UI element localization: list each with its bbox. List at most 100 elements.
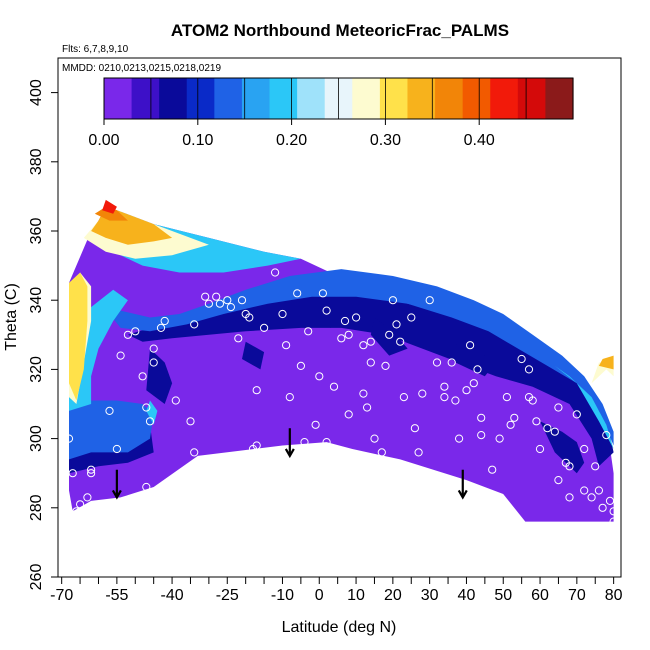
observation-point bbox=[370, 434, 379, 443]
observation-point bbox=[186, 417, 195, 426]
observation-point bbox=[517, 354, 526, 364]
observation-point bbox=[311, 420, 320, 429]
colorbar-tick-label: 0.40 bbox=[464, 132, 495, 149]
observation-point bbox=[105, 406, 114, 415]
y-tick-label: 260 bbox=[28, 564, 45, 591]
colorbar-swatch bbox=[407, 78, 436, 119]
observation-point bbox=[572, 410, 581, 419]
observation-point bbox=[587, 493, 596, 502]
observation-point bbox=[112, 444, 122, 454]
x-axis-label: Latitude (deg N) bbox=[282, 619, 397, 636]
observation-point bbox=[580, 444, 589, 454]
observation-point bbox=[381, 361, 390, 370]
observation-point bbox=[72, 507, 81, 516]
meteoric-fraction-field bbox=[69, 199, 614, 522]
y-tick-label: 340 bbox=[28, 287, 45, 314]
observation-point bbox=[285, 393, 294, 402]
observation-point bbox=[64, 434, 74, 443]
observation-point bbox=[451, 396, 460, 405]
y-tick-label: 300 bbox=[28, 425, 45, 452]
observation-point bbox=[149, 358, 158, 367]
y-tick-label: 320 bbox=[28, 356, 45, 383]
observation-point bbox=[87, 469, 96, 478]
observation-point bbox=[64, 223, 74, 232]
observation-point bbox=[212, 292, 221, 301]
observation-point bbox=[344, 330, 353, 339]
y-tick-label: 400 bbox=[28, 79, 45, 106]
observation-point bbox=[396, 337, 405, 346]
observation-point bbox=[425, 296, 434, 305]
observation-point bbox=[142, 482, 151, 492]
observation-point bbox=[329, 382, 339, 391]
observation-point bbox=[488, 465, 497, 474]
field-blob-4 bbox=[370, 317, 408, 356]
observation-point bbox=[131, 327, 140, 336]
observation-point bbox=[392, 320, 401, 329]
y-tick-label: 380 bbox=[28, 148, 45, 175]
observation-point bbox=[473, 365, 482, 374]
observation-point bbox=[359, 389, 368, 398]
observation-point bbox=[550, 427, 559, 436]
observation-point bbox=[223, 296, 232, 305]
field-band-9 bbox=[69, 397, 154, 460]
x-tick-label: 60 bbox=[531, 587, 549, 604]
observation-point bbox=[407, 313, 416, 322]
observation-point bbox=[565, 462, 574, 471]
observation-point bbox=[366, 337, 375, 346]
observation-point bbox=[609, 517, 618, 526]
observation-point bbox=[201, 292, 210, 301]
observation-point bbox=[377, 448, 386, 457]
colorbar-swatch bbox=[297, 78, 326, 119]
field-blob-3 bbox=[146, 348, 173, 404]
observation-point bbox=[532, 417, 541, 426]
observation-point bbox=[322, 306, 331, 315]
observation-point bbox=[322, 438, 331, 447]
observation-point bbox=[598, 503, 607, 512]
observation-point bbox=[528, 396, 537, 405]
observation-point bbox=[293, 289, 302, 298]
colorbar-swatch bbox=[241, 78, 271, 119]
observation-point bbox=[83, 493, 92, 502]
observation-point bbox=[149, 344, 158, 353]
colorbar-swatch bbox=[517, 78, 547, 119]
observation-point bbox=[447, 358, 456, 367]
observation-point bbox=[554, 403, 563, 412]
observation-point bbox=[440, 382, 449, 391]
observation-point bbox=[234, 334, 243, 343]
x-axis: -70 -55 -40 -25 -10 0 10 20 30 40 50 60 70 80 bbox=[50, 577, 623, 604]
observation-point bbox=[524, 365, 534, 374]
observation-point bbox=[510, 413, 519, 422]
dates-note: MMDD: 0210,0213,0215,0218,0219 bbox=[62, 63, 221, 74]
colorbar: 0.00 0.10 0.20 0.30 0.40 bbox=[88, 77, 574, 149]
plot-frame bbox=[57, 57, 622, 578]
observation-point bbox=[318, 289, 327, 298]
observation-point bbox=[190, 448, 199, 457]
observation-point bbox=[477, 431, 486, 440]
flight-direction-arrows bbox=[111, 428, 468, 500]
colorbar-tick-label: 0.10 bbox=[182, 132, 213, 149]
x-tick-label: 0 bbox=[315, 587, 324, 604]
observation-point bbox=[296, 361, 305, 370]
observation-point bbox=[594, 486, 604, 495]
observation-point bbox=[418, 389, 427, 398]
colorbar-swatch bbox=[269, 78, 298, 119]
observation-point bbox=[609, 507, 618, 516]
observation-point bbox=[252, 441, 261, 450]
observation-point bbox=[282, 341, 291, 350]
x-tick-label: 80 bbox=[605, 587, 623, 604]
observation-point bbox=[565, 493, 574, 502]
field-belt-2 bbox=[540, 421, 585, 474]
x-tick-label: 50 bbox=[494, 587, 512, 604]
x-tick-label: 10 bbox=[347, 587, 365, 604]
x-tick-label: -55 bbox=[105, 587, 128, 604]
chart-title: ATOM2 Northbound MeteoricFrac_PALMS bbox=[171, 21, 509, 40]
x-tick-label: 20 bbox=[384, 587, 402, 604]
observation-points bbox=[64, 223, 618, 526]
observation-point bbox=[477, 413, 486, 422]
observation-point bbox=[352, 313, 361, 322]
observation-point bbox=[76, 500, 85, 509]
observation-point bbox=[226, 303, 235, 312]
observation-point bbox=[315, 372, 324, 381]
observation-point bbox=[502, 393, 511, 402]
